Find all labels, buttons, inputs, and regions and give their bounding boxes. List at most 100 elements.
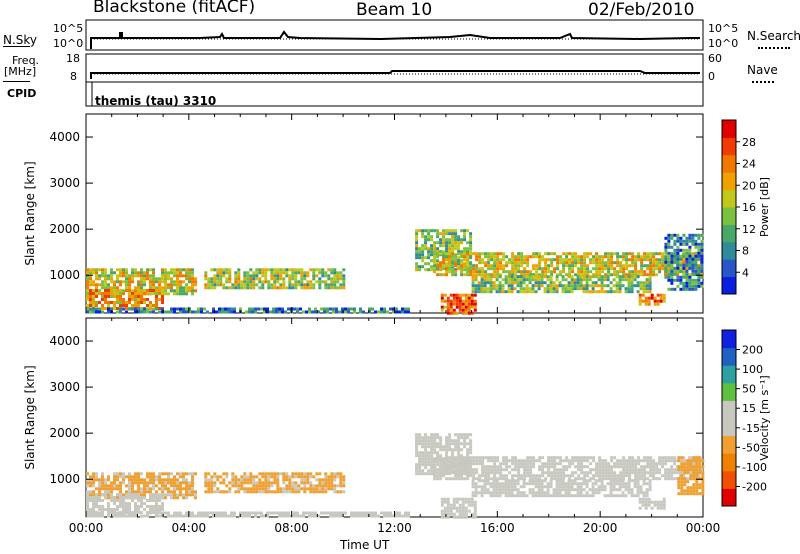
heatmap-cell <box>559 258 563 262</box>
heatmap-cell <box>92 499 95 502</box>
heatmap-cell <box>597 284 601 288</box>
heatmap-cell <box>670 272 674 276</box>
heatmap-cell <box>152 487 155 491</box>
heatmap-cell <box>107 274 110 278</box>
heatmap-cell <box>471 275 475 279</box>
heatmap-cell <box>682 239 686 243</box>
heatmap-cell <box>658 459 662 463</box>
heatmap-cell <box>137 481 140 485</box>
heatmap-cell <box>143 493 146 497</box>
heatmap-cell <box>170 310 173 314</box>
heatmap-cell <box>535 252 539 256</box>
heatmap-cell <box>688 257 692 261</box>
heatmap-cell <box>327 286 331 290</box>
heatmap-cell <box>230 310 233 314</box>
heatmap-cell <box>137 295 140 298</box>
heatmap-cell <box>297 475 301 479</box>
heatmap-cell <box>149 472 152 476</box>
heatmap-cell <box>598 465 602 469</box>
heatmap-cell <box>243 280 247 284</box>
heatmap-cell <box>673 254 677 258</box>
cpid-panel <box>85 81 704 107</box>
heatmap-cell <box>433 465 437 469</box>
heatmap-cell <box>296 307 299 311</box>
heatmap-cell <box>700 284 704 288</box>
heatmap-cell <box>297 283 301 287</box>
heatmap-cell <box>522 275 526 279</box>
heatmap-cell <box>445 264 449 268</box>
heatmap-cell <box>464 293 468 297</box>
heatmap-cell <box>448 477 452 481</box>
heatmap-cell <box>167 478 170 482</box>
heatmap-cell <box>327 283 331 287</box>
heatmap-cell <box>490 252 494 256</box>
heatmap-cell <box>113 478 116 482</box>
heatmap-cell <box>579 494 583 498</box>
heatmap-cell <box>680 477 684 481</box>
heatmap-cell <box>86 505 89 508</box>
heatmap-cell <box>164 472 167 476</box>
heatmap-cell <box>228 487 232 491</box>
heatmap-cell <box>204 478 208 482</box>
heatmap-cell <box>185 286 188 290</box>
heatmap-cell <box>167 475 170 479</box>
heatmap-cell <box>686 468 690 472</box>
heatmap-cell <box>110 496 113 499</box>
heatmap-cell <box>92 268 95 272</box>
heatmap-cell <box>567 488 571 492</box>
heatmap-cell <box>140 496 143 499</box>
heatmap-cell <box>155 298 158 301</box>
heatmap-cell <box>149 487 152 491</box>
heatmap-cell <box>433 264 437 268</box>
heatmap-cell <box>149 268 152 272</box>
heatmap-cell <box>433 229 437 233</box>
heatmap-cell <box>297 490 301 494</box>
heatmap-cell <box>436 451 440 455</box>
heatmap-cell <box>95 502 98 505</box>
heatmap-cell <box>676 257 680 261</box>
heatmap-cell <box>293 514 296 518</box>
heatmap-cell <box>492 287 496 291</box>
heatmap-cell <box>98 478 101 482</box>
heatmap-cell <box>213 274 217 278</box>
heatmap-cell <box>436 454 440 458</box>
heatmap-cell <box>452 299 456 303</box>
heatmap-cell <box>652 474 656 478</box>
heatmap-cell <box>561 479 565 483</box>
heatmap-cell <box>270 490 274 494</box>
heatmap-cell <box>445 459 449 463</box>
heatmap-cell <box>662 296 666 300</box>
heatmap-cell <box>306 475 310 479</box>
heatmap-cell <box>333 478 337 482</box>
heatmap-cell <box>149 289 152 292</box>
heatmap-cell <box>210 283 214 287</box>
heatmap-cell <box>266 511 269 515</box>
heatmap-cell <box>92 502 95 505</box>
heatmap-cell <box>442 448 446 452</box>
heatmap-cell <box>86 496 89 499</box>
heatmap-cell <box>636 494 640 498</box>
colorbar-tick-label: 24 <box>742 158 756 171</box>
heatmap-cell <box>673 459 677 463</box>
heatmap-cell <box>143 487 146 491</box>
heatmap-cell <box>279 490 283 494</box>
heatmap-cell <box>556 258 560 262</box>
heatmap-cell <box>478 456 482 460</box>
heatmap-cell <box>327 475 331 479</box>
heatmap-cell <box>670 459 674 463</box>
heatmap-cell <box>470 500 474 504</box>
heatmap-cell <box>445 468 449 472</box>
heatmap-cell <box>526 255 530 259</box>
heatmap-cell <box>185 511 188 515</box>
heatmap-cell <box>436 255 440 259</box>
heatmap-cell <box>315 268 319 272</box>
heatmap-cell <box>246 280 250 284</box>
heatmap-cell <box>604 468 608 472</box>
heatmap-cell <box>529 477 533 481</box>
nsky-label: N.Sky <box>3 33 38 47</box>
heatmap-cell <box>415 436 419 440</box>
heatmap-cell <box>648 485 652 489</box>
heatmap-cell <box>598 264 602 268</box>
heatmap-cell <box>318 481 322 485</box>
heatmap-cell <box>673 239 677 243</box>
